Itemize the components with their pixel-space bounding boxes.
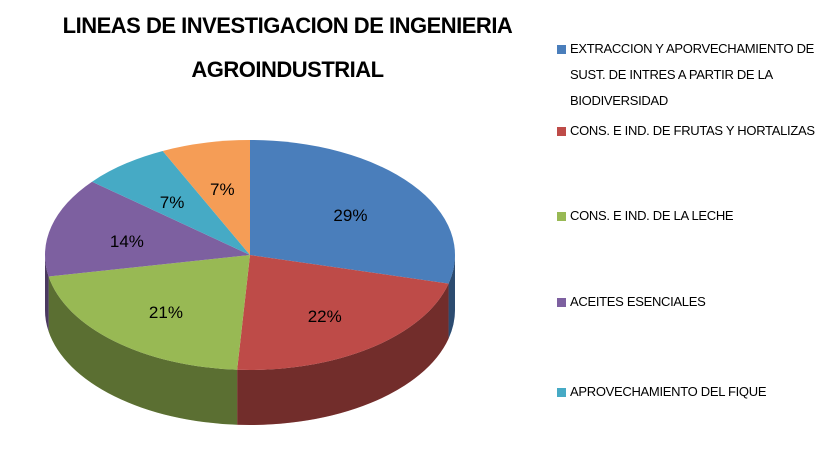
legend-label: APROVECHAMIENTO DEL FIQUE	[570, 384, 767, 399]
legend-swatch	[557, 45, 566, 54]
slice-side-shade	[45, 255, 49, 332]
slice-side	[448, 255, 455, 339]
slice-side-shade	[448, 255, 455, 339]
data-label: 14%	[110, 232, 144, 251]
legend-swatch	[557, 212, 566, 221]
slice	[48, 255, 250, 370]
slice	[162, 140, 250, 255]
data-label: 22%	[308, 307, 342, 326]
slice	[237, 255, 449, 370]
legend-item: ACEITES ESENCIALES	[557, 289, 817, 315]
legend-swatch	[557, 298, 566, 307]
slice	[45, 181, 250, 277]
legend-item: EXTRACCION Y APORVECHAMIENTO DE SUST. DE…	[557, 36, 817, 114]
legend-item: CONS. E IND. DE LA LECHE	[557, 203, 817, 229]
slice-side	[48, 276, 238, 425]
legend-item: CONS. E IND. DE FRUTAS Y HORTALIZAS	[557, 118, 817, 144]
data-label: 7%	[210, 180, 235, 199]
slice-side	[45, 255, 49, 332]
legend-label: ACEITES ESENCIALES	[570, 294, 706, 309]
legend-label: EXTRACCION Y APORVECHAMIENTO DE SUST. DE…	[570, 41, 815, 108]
legend-swatch	[557, 388, 566, 397]
slice-side	[237, 283, 449, 425]
chart-title: LINEAS DE INVESTIGACION DE INGENIERIA AG…	[62, 13, 513, 82]
slice	[250, 140, 455, 284]
slice-side-shade	[48, 276, 238, 425]
data-label: 29%	[333, 206, 367, 225]
data-label: 7%	[160, 193, 185, 212]
legend-swatch	[557, 127, 566, 136]
legend-label: CONS. E IND. DE LA LECHE	[570, 208, 734, 223]
data-label: 21%	[149, 303, 183, 322]
legend-item: APROVECHAMIENTO DEL FIQUE	[557, 379, 817, 405]
slice-side-shade	[237, 283, 449, 425]
slice	[92, 150, 250, 255]
legend-label: CONS. E IND. DE FRUTAS Y HORTALIZAS	[570, 123, 815, 138]
